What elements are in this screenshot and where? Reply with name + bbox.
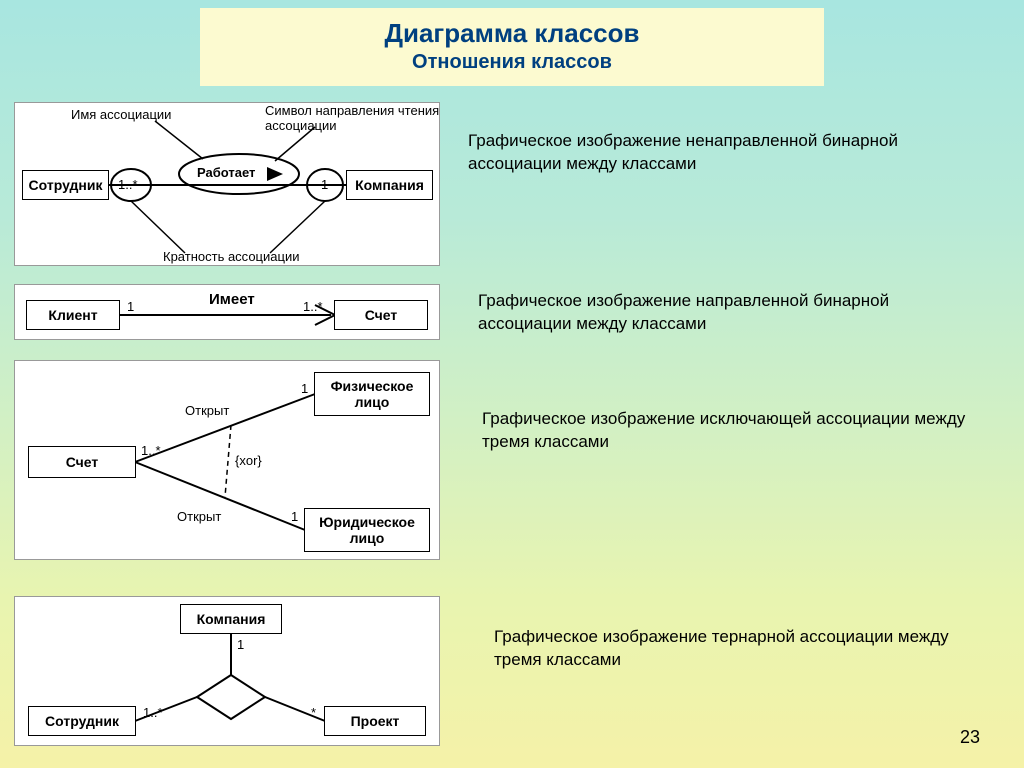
- diag2-right-class: Счет: [335, 301, 427, 329]
- diag3-left-class: Счет: [29, 447, 135, 477]
- diag2-right-mult: 1..*: [303, 299, 323, 314]
- diag1-right-mult: 1: [321, 177, 328, 192]
- diag4-top-class: Компания: [181, 605, 281, 633]
- diagram-4-panel: Компания Сотрудник Проект 1 1..* *: [14, 596, 440, 746]
- page-subtitle: Отношения классов: [200, 51, 824, 74]
- diag4-top-mult: 1: [237, 637, 244, 652]
- diag1-callout-name: Имя ассоциации: [71, 107, 171, 122]
- diag1-left-mult: 1..*: [118, 177, 138, 192]
- diag2-assoc-label: Имеет: [209, 291, 255, 308]
- diag4-left-mult: 1..*: [143, 705, 163, 720]
- page-title: Диаграмма классов: [200, 18, 824, 49]
- title-box: Диаграмма классов Отношения классов: [200, 8, 824, 86]
- diagram-1-panel: Сотрудник Компания Работает 1..* 1 Имя а…: [14, 102, 440, 266]
- diag3-xor-label: {xor}: [235, 453, 262, 468]
- diag1-right-class: Компания: [347, 171, 432, 199]
- page-number: 23: [960, 727, 980, 748]
- diag3-left-mult: 1..*: [141, 443, 161, 458]
- diagram-3-panel: Счет Физическое лицо Юридическое лицо От…: [14, 360, 440, 560]
- diag1-callout-mult: Кратность ассоциации: [163, 249, 299, 264]
- diag1-left-class: Сотрудник: [23, 171, 108, 199]
- description-1: Графическое изображение ненаправленной б…: [468, 130, 968, 176]
- diag2-left-mult: 1: [127, 299, 134, 314]
- diag3-top-class: Физическое лицо: [315, 373, 429, 415]
- diag3-edge-label-bottom: Открыт: [177, 509, 221, 524]
- diag1-assoc-label: Работает: [197, 165, 255, 180]
- diag2-left-class: Клиент: [27, 301, 119, 329]
- diag3-right-mult-top: 1: [301, 381, 308, 396]
- diag1-callout-direction: Символ направления чтения ассоциации: [265, 104, 439, 134]
- description-4: Графическое изображение тернарной ассоци…: [494, 626, 994, 672]
- diag4-right-mult: *: [311, 705, 316, 720]
- diag3-bottom-class: Юридическое лицо: [305, 509, 429, 551]
- diagram-2-panel: Клиент Счет Имеет 1 1..*: [14, 284, 440, 340]
- diag4-left-class: Сотрудник: [29, 707, 135, 735]
- description-3: Графическое изображение исключающей ассо…: [482, 408, 982, 454]
- description-2: Графическое изображение направленной бин…: [478, 290, 978, 336]
- diag4-right-class: Проект: [325, 707, 425, 735]
- diag3-edge-label-top: Открыт: [185, 403, 229, 418]
- diag3-right-mult-bottom: 1: [291, 509, 298, 524]
